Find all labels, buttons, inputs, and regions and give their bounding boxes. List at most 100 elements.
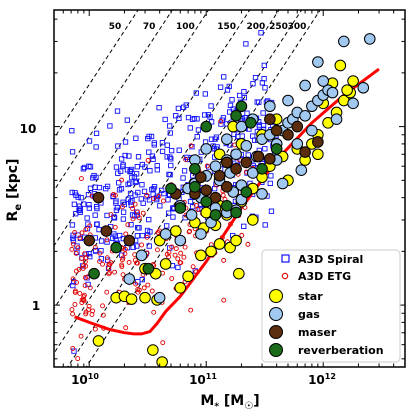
a3d-spiral-point [189, 144, 195, 150]
a3d-spiral-point [135, 225, 141, 231]
gas-point [306, 124, 318, 137]
a3d-spiral-point [118, 185, 125, 192]
a3d-spiral-point [194, 134, 200, 140]
legend-marker-star [269, 289, 283, 303]
a3d-spiral-point [243, 41, 249, 47]
a3d-etg-point [81, 298, 87, 304]
a3d-spiral-point [94, 205, 100, 212]
a3d-etg-point [75, 245, 81, 251]
x-tick-label-1e12: 1012 [308, 372, 336, 387]
gas-point [135, 249, 148, 262]
legend-label-etg: A3D ETG [298, 270, 351, 283]
a3d-spiral-point [113, 164, 120, 170]
a3d-etg-point [86, 303, 92, 309]
a3d-etg-point [100, 303, 106, 309]
legend-marker-etg [281, 272, 289, 280]
a3d-spiral-point [193, 90, 199, 96]
legend-marker-maser [269, 325, 283, 339]
a3d-spiral-point [80, 166, 87, 172]
a3d-spiral-point [166, 171, 172, 178]
maser-point [83, 234, 96, 247]
a3d-spiral-point [184, 154, 190, 161]
a3d-spiral-point [236, 92, 243, 99]
a3d-etg-point [141, 285, 147, 291]
x-tick-label-1e11: 1011 [189, 372, 217, 387]
a3d-spiral-point [187, 125, 193, 131]
reverberation-point [110, 241, 122, 254]
gas-point [282, 94, 294, 107]
maser-point [270, 124, 283, 137]
gas-point [276, 177, 289, 190]
a3d-etg-point [195, 207, 201, 212]
a3d-spiral-point [213, 134, 220, 140]
star-point [156, 356, 168, 367]
a3d-etg-point [175, 256, 181, 262]
velocity-line-250 [67, 10, 303, 367]
gas-point [195, 228, 207, 240]
a3d-spiral-point [115, 143, 121, 149]
a3d-etg-point [172, 252, 178, 258]
a3d-etg-point [75, 356, 81, 362]
a3d-spiral-point [256, 99, 262, 105]
a3d-spiral-point [134, 243, 140, 249]
reverberation-point [240, 186, 253, 198]
a3d-spiral-point [157, 203, 163, 209]
a3d-etg-point [125, 222, 131, 228]
reverberation-point [221, 199, 233, 212]
a3d-etg-point [87, 285, 93, 291]
a3d-etg-point [83, 309, 89, 315]
star-point [347, 75, 359, 87]
a3d-spiral-point [146, 243, 152, 249]
a3d-spiral-point [267, 180, 273, 187]
a3d-etg-point [156, 193, 162, 199]
a3d-spiral-point [129, 174, 135, 181]
star-point [147, 344, 159, 356]
legend-marker-gas [269, 307, 283, 321]
velocity-label-250: 250 [269, 22, 288, 32]
a3d-spiral-point [191, 116, 198, 122]
x-axis-label: M* [M☉] [200, 393, 259, 412]
gas-point [240, 140, 253, 152]
maser-point [123, 234, 136, 247]
a3d-spiral-point [125, 196, 132, 202]
a3d-etg-point [77, 290, 83, 296]
a3d-spiral-point [154, 193, 160, 199]
a3d-etg-point [130, 206, 136, 211]
a3d-etg-point [183, 157, 189, 163]
a3d-spiral-point [139, 182, 145, 188]
a3d-spiral-point [78, 195, 84, 201]
a3d-etg-point [72, 302, 78, 307]
velocity-label-50: 50 [109, 22, 122, 32]
maser-point [264, 153, 276, 165]
a3d-spiral-point [176, 115, 182, 122]
gas-point [256, 188, 268, 200]
gas-point [357, 81, 370, 94]
a3d-etg-point [83, 311, 89, 317]
a3d-spiral-point [217, 84, 224, 90]
a3d-etg-point [112, 192, 118, 198]
gas-point [326, 86, 339, 99]
gas-point [174, 234, 187, 247]
star-point [334, 59, 347, 72]
a3d-spiral-point [164, 154, 170, 160]
a3d-spiral-point [113, 207, 120, 213]
a3d-spiral-point [149, 186, 155, 193]
a3d-spiral-point [168, 162, 174, 169]
a3d-etg-point [73, 280, 79, 285]
y-axis-label: Re [kpc] [5, 159, 24, 222]
a3d-etg-point [136, 287, 142, 293]
gas-point [312, 56, 324, 68]
reverberation-point [189, 180, 201, 193]
a3d-spiral-point [167, 123, 173, 129]
a3d-spiral-point [256, 122, 262, 128]
a3d-spiral-point [261, 62, 267, 69]
a3d-etg-point [145, 157, 151, 163]
legend-item-gas: gas [269, 307, 320, 321]
a3d-etg-point [169, 244, 175, 250]
gas-point [185, 209, 198, 221]
a3d-spiral-point [250, 81, 256, 87]
a3d-etg-point [73, 250, 79, 256]
reverberation-point [270, 143, 283, 155]
a3d-etg-point [82, 283, 88, 288]
a3d-spiral-point [122, 139, 129, 145]
